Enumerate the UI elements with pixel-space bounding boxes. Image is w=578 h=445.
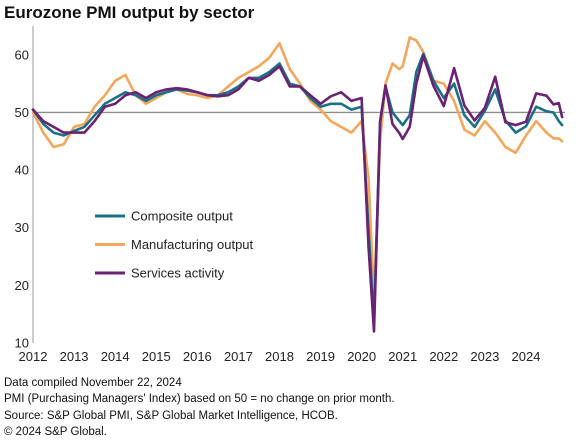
x-tick-label: 2023 [470,349,499,364]
x-tick-label: 2014 [101,349,130,364]
chart-area: 10 20 30 40 50 60 2012 2013 2014 2015 2016 2017 2018… [15,26,565,364]
y-tick-label: 50 [15,105,29,120]
legend-label: Composite output [131,209,233,224]
x-tick-label: 2017 [224,349,253,364]
x-tick-label: 2020 [347,349,376,364]
y-tick-label: 30 [15,220,29,235]
series-line-manufacturing-output [31,36,564,302]
y-tick-label: 60 [15,47,29,62]
chart-title: Eurozone PMI output by sector [4,3,255,22]
footer-source: Source: S&P Global PMI, S&P Global Marke… [4,409,338,422]
chart-footer: Data compiled November 22, 2024 PMI (Pur… [4,375,395,441]
series-line-services-activity [31,54,564,333]
y-tick-label: 20 [15,278,29,293]
series-line-composite-output [31,52,564,325]
footer-copyright: © 2024 S&P Global. [4,426,107,439]
x-tick-label: 2022 [429,349,458,364]
x-tick-label: 2021 [388,349,417,364]
x-tick-label: 2015 [142,349,171,364]
legend-label: Services activity [131,266,225,281]
x-tick-label: 2018 [265,349,294,364]
footer-date: Data compiled November 22, 2024 [4,377,182,389]
x-tick-label: 2016 [183,349,212,364]
x-tick-label: 2024 [512,349,541,364]
footer-pmi-note: PMI (Purchasing Managers' Index) based o… [4,393,395,406]
x-tick-label: 2013 [60,349,89,364]
y-tick-label: 10 [15,336,29,351]
y-tick-label: 40 [15,163,29,178]
legend-label: Manufacturing output [131,237,254,252]
x-tick-label: 2012 [19,349,48,364]
x-tick-label: 2019 [306,349,335,364]
